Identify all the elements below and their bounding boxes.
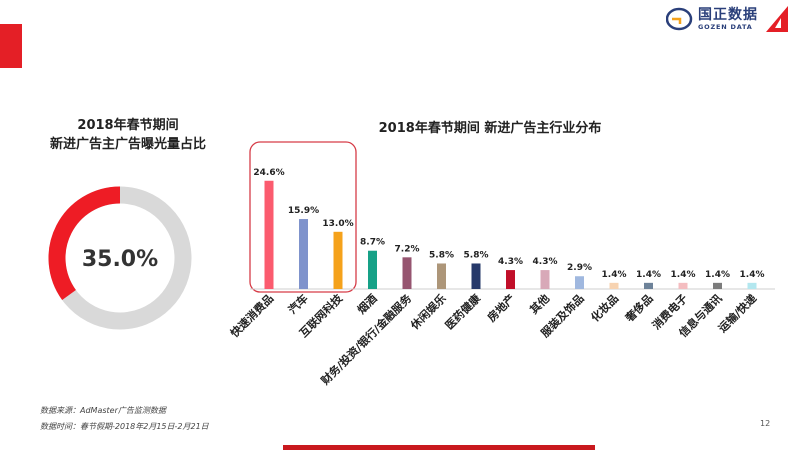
- bar-value-label-7: 5.8%: [464, 250, 489, 260]
- category-label-2: 汽车: [285, 291, 310, 316]
- bar-value-label-4: 8.7%: [360, 238, 385, 248]
- bar-4: [368, 250, 377, 289]
- category-label-6: 休闲娱乐: [407, 291, 449, 333]
- bar-8: [506, 270, 515, 289]
- bottom-accent-bar: [283, 445, 595, 450]
- bar-6: [437, 263, 446, 289]
- bar-value-label-12: 1.4%: [636, 270, 661, 280]
- bar-13: [678, 282, 688, 289]
- bar-2: [299, 219, 308, 289]
- bar-value-label-5: 7.2%: [395, 244, 420, 254]
- bar-value-label-1: 24.6%: [253, 168, 284, 178]
- bar-7: [471, 263, 481, 289]
- footnote-period: 数据时间：春节假期-2018年2月15日-2月21日: [40, 422, 209, 431]
- bar-value-label-15: 1.4%: [740, 270, 765, 280]
- donut-title-line1: 2018年春节期间: [77, 118, 179, 133]
- bar-3: [333, 231, 343, 289]
- bar-value-label-8: 4.3%: [498, 257, 523, 267]
- bar-value-label-9: 4.3%: [533, 257, 558, 267]
- top3-highlight-box: [249, 141, 357, 293]
- donut-title-line2: 新进广告主广告曝光量占比: [49, 137, 206, 152]
- bar-12: [644, 282, 653, 289]
- donut-value-arc: [48, 186, 121, 301]
- category-label-9: 其他: [527, 291, 552, 316]
- page-number: 12: [760, 419, 771, 428]
- footnotes: 数据来源：AdMaster广告监测数据 数据时间：春节假期-2018年2月15日…: [40, 403, 209, 435]
- exposure-share-donut: 35.0%: [48, 186, 192, 330]
- bar-value-label-14: 1.4%: [705, 270, 730, 280]
- footnote-source: 数据来源：AdMaster广告监测数据: [40, 406, 166, 415]
- bar-1: [264, 180, 274, 289]
- bar-value-label-3: 13.0%: [322, 219, 353, 229]
- bar-14: [713, 282, 722, 289]
- company-logo: 国正数据 GOZEN DATA: [666, 4, 788, 34]
- category-label-4: 烟酒: [354, 291, 379, 316]
- bar-9: [540, 270, 550, 289]
- logo-mark-icon: [666, 7, 693, 31]
- bar-value-label-11: 1.4%: [602, 270, 627, 280]
- bar-15: [747, 282, 757, 289]
- bar-value-label-6: 5.8%: [429, 250, 454, 260]
- donut-title: 2018年春节期间 新进广告主广告曝光量占比: [30, 116, 226, 154]
- category-label-8: 房地产: [484, 291, 517, 324]
- bar-chart-title: 2018年春节期间 新进广告主行业分布: [378, 121, 602, 136]
- category-label-15: 运输/快递: [715, 291, 759, 335]
- bar-value-label-2: 15.9%: [288, 206, 319, 216]
- category-label-1: 快速消费品: [227, 291, 276, 340]
- logo-name-en: GOZEN DATA: [698, 22, 753, 31]
- bar-value-label-10: 2.9%: [567, 263, 592, 273]
- bar-5: [402, 257, 412, 289]
- section-accent-tab: [0, 24, 22, 68]
- bar-10: [575, 276, 584, 289]
- category-label-11: 化妆品: [588, 291, 621, 324]
- bar-value-label-13: 1.4%: [671, 270, 696, 280]
- logo-name-cn: 国正数据: [698, 6, 758, 23]
- logo-corner-icon: [766, 6, 788, 32]
- donut-center-label: 35.0%: [82, 247, 158, 272]
- category-label-7: 医药健康: [442, 291, 484, 333]
- category-label-12: 奢侈品: [622, 291, 656, 325]
- bar-11: [609, 282, 619, 289]
